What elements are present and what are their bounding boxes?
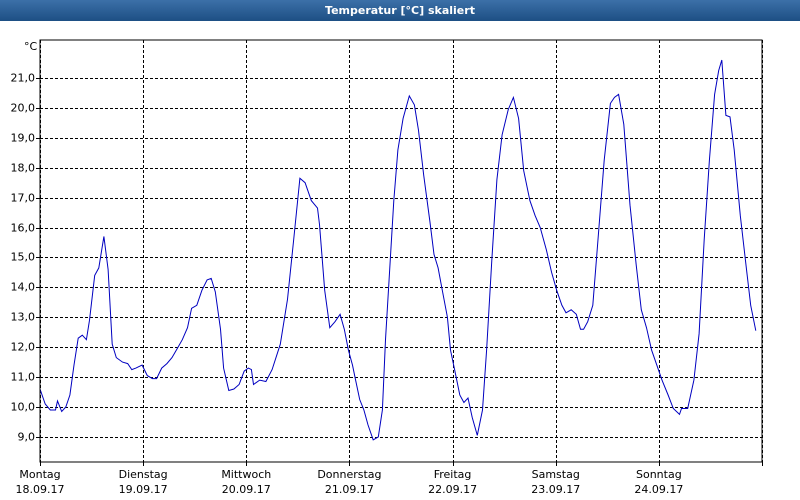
y-tick-label: 19,0 bbox=[11, 132, 36, 145]
y-tick-label: 13,0 bbox=[11, 311, 36, 324]
x-category-label: Freitag bbox=[434, 468, 472, 481]
y-tick-label: 17,0 bbox=[11, 192, 36, 205]
y-tick-label: 10,0 bbox=[11, 401, 36, 414]
x-date-label: 19.09.17 bbox=[119, 483, 168, 496]
x-date-label: 22.09.17 bbox=[428, 483, 477, 496]
y-tick-label: 11,0 bbox=[11, 371, 36, 384]
title-bar bbox=[0, 0, 800, 21]
labels: 9,0 10,0 11,0 12,0 13,0 14,0 15,0 16,0 17,0 18,0 1… bbox=[11, 72, 684, 497]
y-tick-label: 16,0 bbox=[11, 222, 36, 235]
y-tick-label: 20,0 bbox=[11, 102, 36, 115]
y-tick-label: 15,0 bbox=[11, 251, 36, 264]
x-category-label: Samstag bbox=[532, 468, 580, 481]
y-tick-label: 12,0 bbox=[11, 341, 36, 354]
data-line bbox=[39, 59, 757, 441]
x-category-label: Dienstag bbox=[119, 468, 168, 481]
y-tick-label: 21,0 bbox=[11, 72, 36, 85]
y-axis-label: °C bbox=[24, 40, 38, 53]
x-category-label: Sonntag bbox=[636, 468, 682, 481]
y-tick-label: 9,0 bbox=[18, 431, 36, 444]
plot-frame bbox=[39, 39, 763, 463]
x-date-label: 21.09.17 bbox=[325, 483, 374, 496]
x-date-label: 23.09.17 bbox=[531, 483, 580, 496]
x-category-label: Donnerstag bbox=[317, 468, 381, 481]
plot bbox=[39, 59, 757, 441]
x-date-label: 20.09.17 bbox=[222, 483, 271, 496]
x-category-label: Montag bbox=[19, 468, 60, 481]
grid bbox=[36, 40, 763, 466]
x-category-label: Mittwoch bbox=[221, 468, 271, 481]
y-tick-label: 18,0 bbox=[11, 162, 36, 175]
chart-title: Temperatur [°C] skaliert bbox=[325, 4, 475, 17]
x-date-label: 24.09.17 bbox=[634, 483, 683, 496]
x-date-label: 18.09.17 bbox=[16, 483, 65, 496]
y-tick-label: 14,0 bbox=[11, 281, 36, 294]
